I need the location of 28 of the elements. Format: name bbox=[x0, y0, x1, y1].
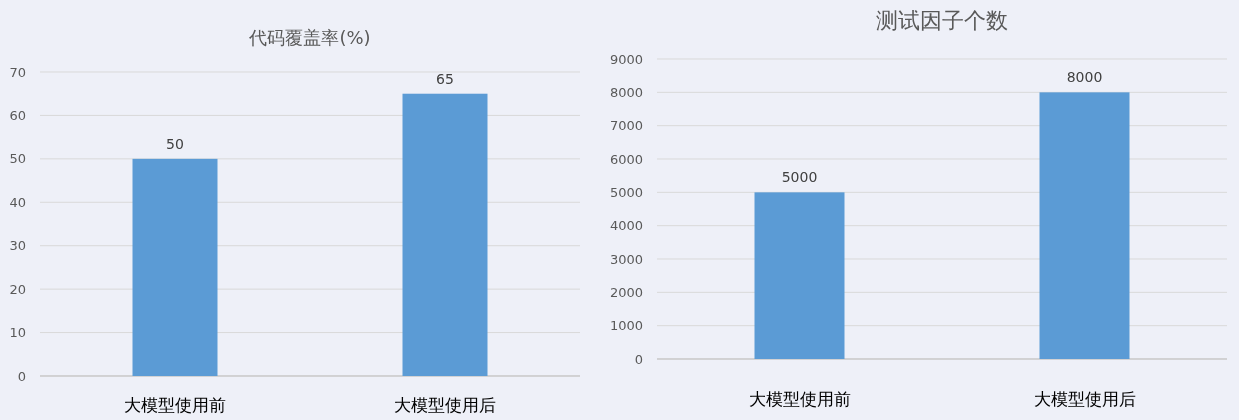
y-tick-label: 30 bbox=[9, 238, 26, 254]
y-tick-label: 0 bbox=[634, 351, 643, 367]
y-tick-label: 3000 bbox=[609, 251, 643, 267]
chart-title: 代码覆盖率(%) bbox=[248, 27, 371, 48]
x-tick-label: 大模型使用后 bbox=[1033, 389, 1136, 409]
y-tick-label: 1000 bbox=[609, 318, 643, 334]
y-tick-label: 8000 bbox=[609, 84, 643, 100]
chart-title: 测试因子个数 bbox=[876, 8, 1008, 33]
y-tick-label: 10 bbox=[9, 325, 26, 341]
x-tick-label: 大模型使用前 bbox=[748, 389, 851, 409]
y-tick-label: 4000 bbox=[609, 218, 643, 234]
y-tick-label: 7000 bbox=[609, 118, 643, 134]
data-label: 8000 bbox=[1066, 69, 1103, 86]
y-tick-label: 2000 bbox=[609, 284, 643, 300]
y-tick-label: 40 bbox=[9, 194, 26, 210]
data-label: 5000 bbox=[781, 169, 818, 186]
y-tick-label: 50 bbox=[9, 151, 26, 167]
y-tick-label: 60 bbox=[9, 107, 26, 123]
x-tick-label: 大模型使用前 bbox=[124, 395, 226, 415]
y-tick-label: 20 bbox=[9, 281, 26, 297]
data-label: 65 bbox=[436, 70, 454, 87]
y-tick-label: 5000 bbox=[609, 184, 643, 200]
y-tick-label: 70 bbox=[9, 64, 26, 80]
y-tick-label: 0 bbox=[17, 368, 26, 384]
data-label: 50 bbox=[166, 135, 184, 152]
y-tick-label: 9000 bbox=[609, 51, 643, 67]
y-tick-label: 6000 bbox=[609, 151, 643, 167]
x-tick-label: 大模型使用后 bbox=[394, 395, 496, 415]
